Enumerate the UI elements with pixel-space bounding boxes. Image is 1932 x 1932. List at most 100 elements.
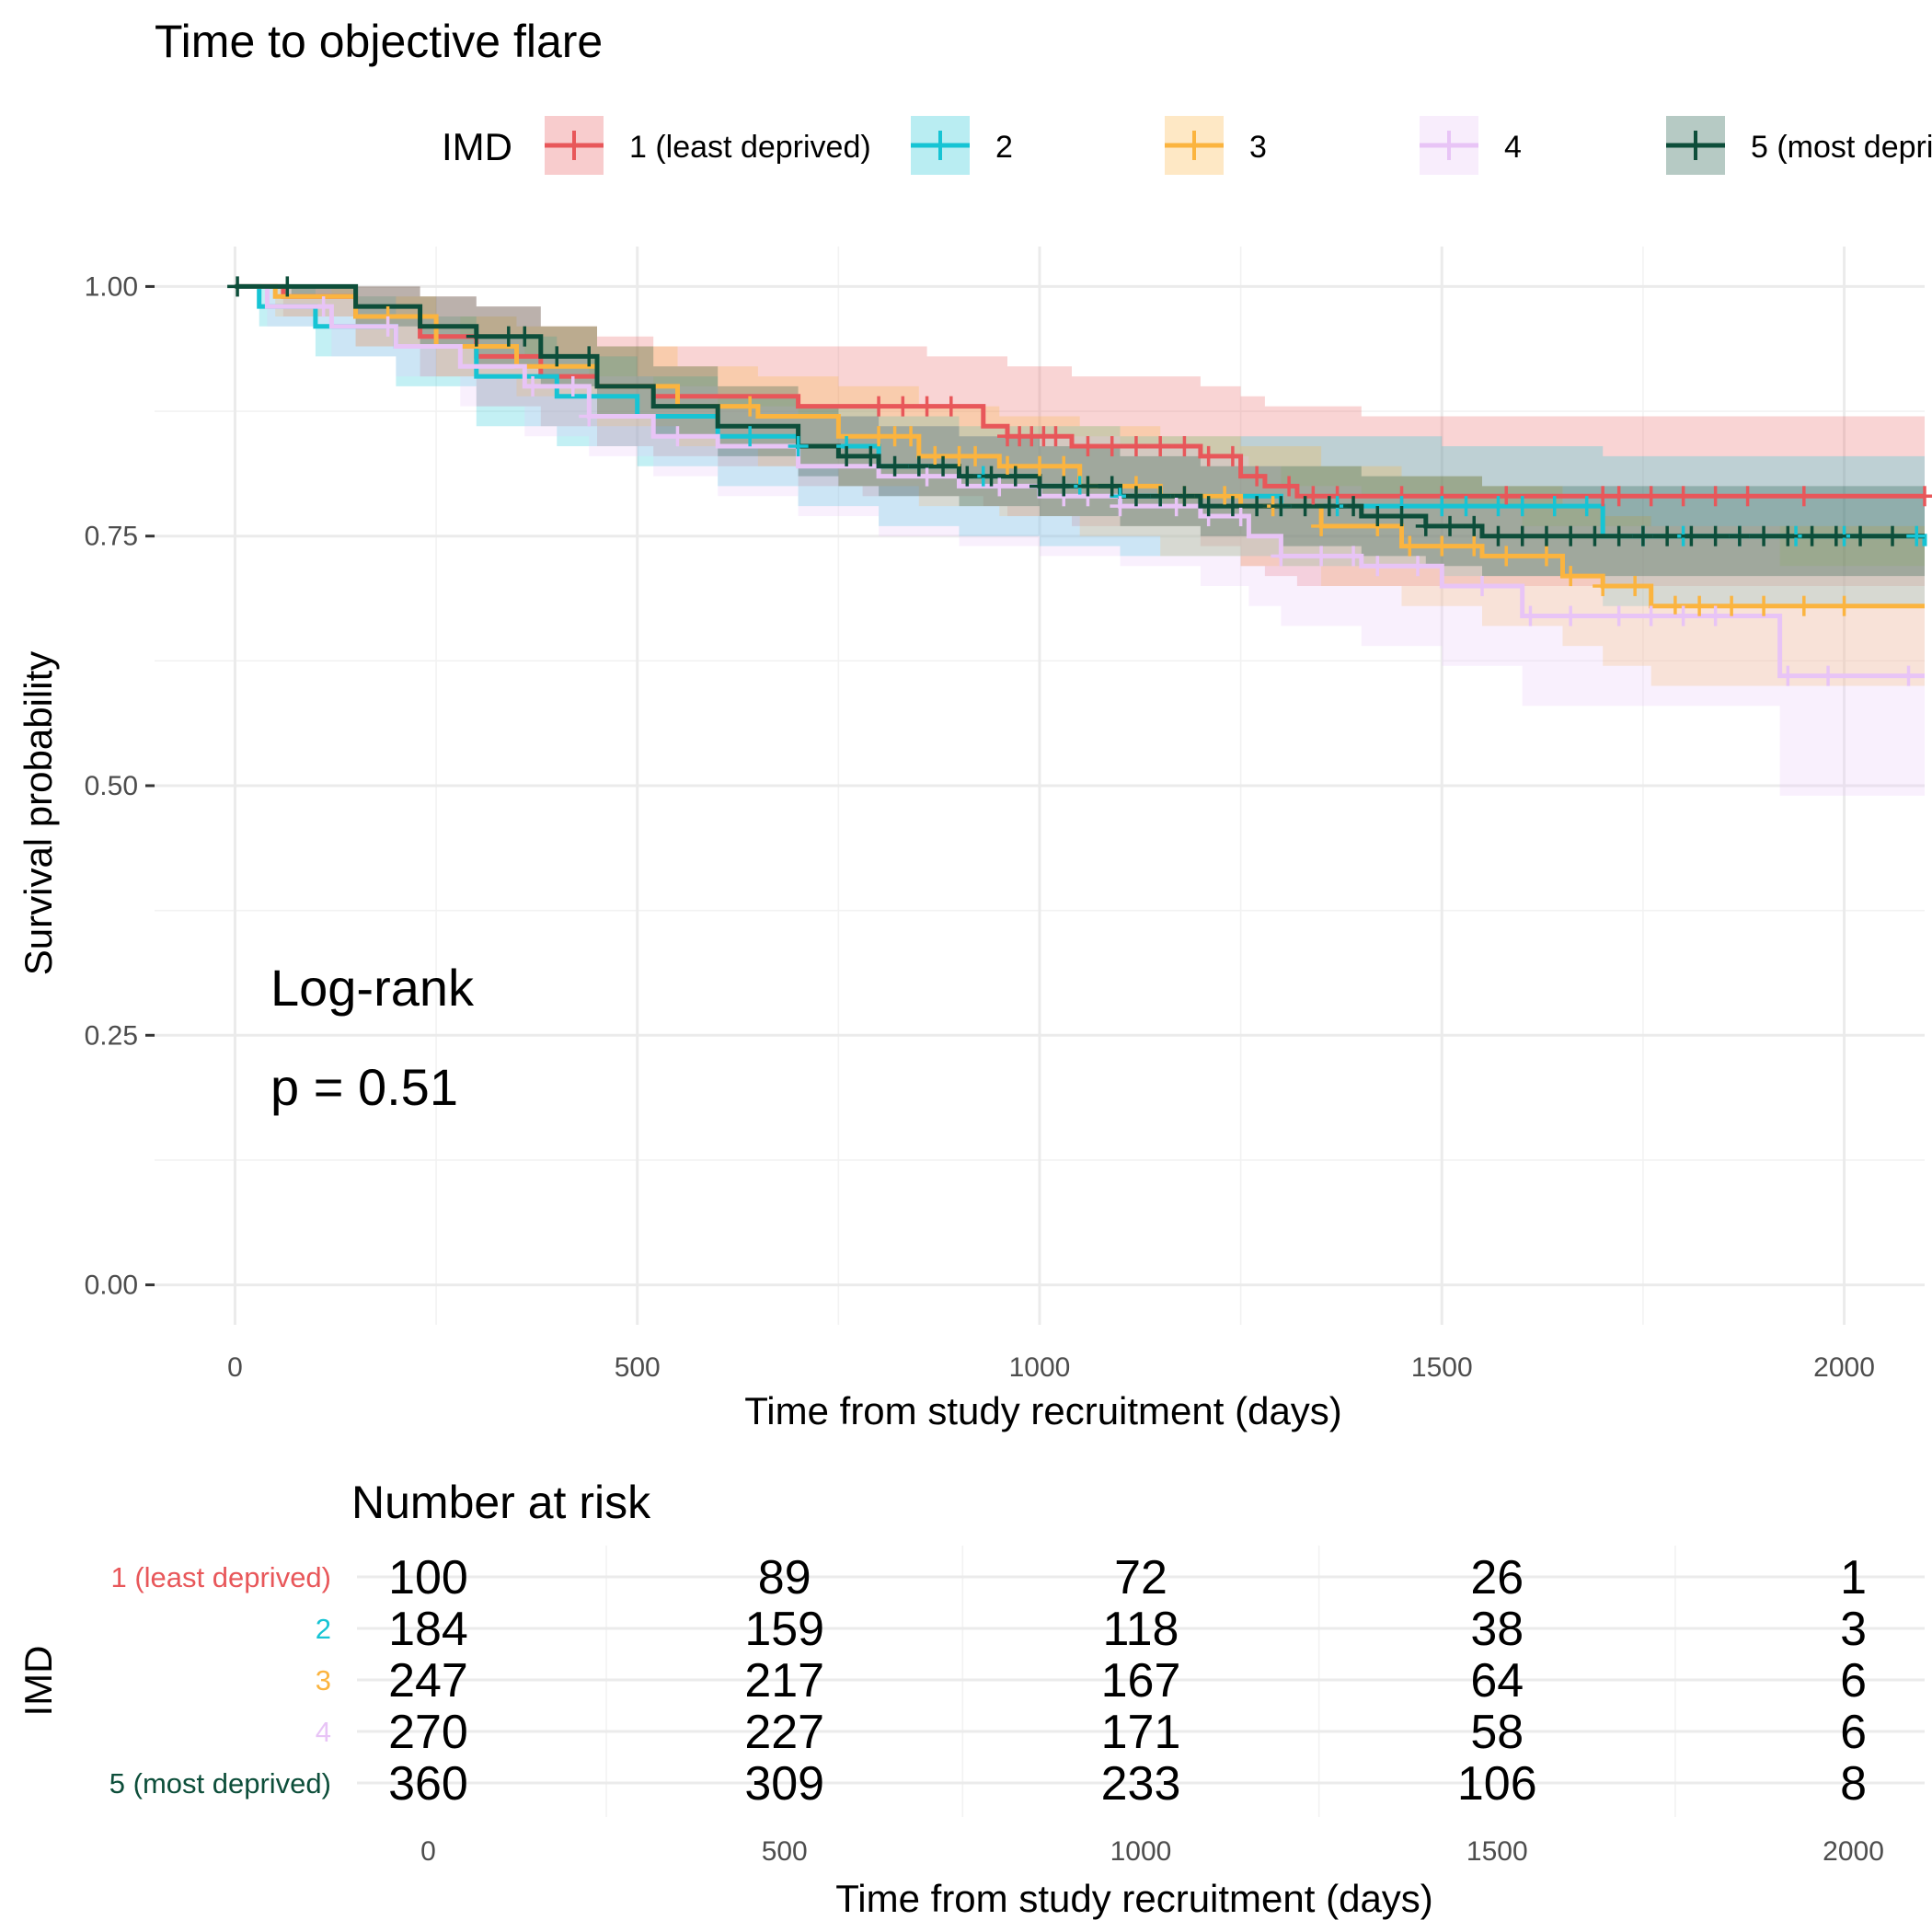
censor-mark [1150,436,1171,457]
censor-mark [740,396,761,417]
risk-row-label: 3 [316,1664,331,1696]
risk-x-tick-label: 1000 [1110,1836,1172,1867]
legend-title: IMD [442,125,512,168]
censor-mark [1898,665,1919,686]
legend-item: 2 [911,116,1013,175]
risk-cell: 360 [388,1757,468,1811]
risk-row: 4 270 227 171 58 6 [316,1706,1867,1759]
risk-cell: 184 [388,1603,468,1656]
censor-mark [466,326,487,347]
censor-mark [1673,486,1694,507]
censor-mark [1399,535,1420,557]
censor-mark [940,396,961,417]
censor-mark [1150,486,1171,507]
risk-cell: 270 [388,1706,468,1759]
censor-mark [1367,506,1388,526]
legend: IMD 1 (least deprived) 2 3 4 5 (most deprive… [442,116,1932,175]
censor-mark [313,296,334,317]
risk-cell: 26 [1470,1551,1524,1604]
confidence-band [235,286,1925,586]
legend-item: 3 [1165,116,1267,175]
risk-row: 3 247 217 167 64 6 [316,1654,1867,1708]
censor-mark [667,426,688,447]
censor-mark [1777,665,1799,686]
risk-cell: 58 [1470,1706,1524,1759]
censor-mark [1705,525,1726,546]
x-tick-label: 1000 [1009,1352,1071,1383]
censor-mark [1053,476,1075,497]
censor-mark [1318,496,1340,517]
censor-mark [1801,525,1823,546]
censor-mark [1440,515,1461,536]
censor-mark [1391,506,1412,526]
legend-label: 2 [995,130,1013,165]
confidence-band [235,286,1925,586]
risk-cell: 1 [1840,1551,1867,1604]
risk-cell: 89 [758,1551,811,1604]
censor-mark [1174,436,1195,457]
censor-mark [1818,665,1839,686]
risk-table-x-axis: 0 500 1000 1500 2000 [420,1836,1884,1867]
censor-mark [1535,525,1557,546]
censor-mark [860,445,881,466]
censor-mark [1632,525,1653,546]
censor-mark [1560,566,1581,587]
risk-cell: 309 [744,1757,824,1811]
risk-cell: 227 [744,1706,824,1759]
censor-mark [1077,436,1098,457]
censor-mark [1432,535,1453,557]
censor-mark [892,396,914,417]
risk-table-y-title: IMD [17,1646,60,1717]
censor-mark [1343,496,1364,517]
x-tick-label: 500 [615,1352,661,1383]
censor-mark [1053,455,1075,477]
risk-cell: 64 [1470,1654,1524,1708]
risk-cell: 8 [1840,1757,1867,1811]
risk-row-label: 5 (most deprived) [109,1767,331,1800]
y-tick-label: 0.25 [85,1020,138,1051]
censor-mark [1496,546,1517,567]
legend-label: 1 (least deprived) [629,130,871,165]
risk-cell: 167 [1101,1654,1181,1708]
censor-mark [1754,595,1775,616]
censor-mark [227,276,248,297]
risk-row: 5 (most deprived) 360 309 233 106 8 [109,1757,1867,1811]
risk-cell: 72 [1114,1551,1167,1604]
risk-cell: 118 [1103,1603,1179,1656]
x-axis-title: Time from study recruitment (days) [744,1389,1342,1432]
confidence-band [235,286,1925,616]
risk-cell: 6 [1840,1706,1867,1759]
censor-mark [981,466,1002,487]
censor-mark [836,445,857,466]
censor-mark [579,406,600,427]
censor-mark [1311,515,1332,536]
censor-mark [868,396,890,417]
censor-mark [1657,525,1678,546]
censor-mark [1198,445,1219,466]
y-axis: 0.00 0.25 0.50 0.75 1.00 [85,271,155,1301]
censor-mark [1640,605,1662,627]
censor-mark [1198,496,1219,517]
censor-mark [1560,525,1581,546]
censor-mark [1101,476,1122,497]
risk-table-title: Number at risk [351,1477,651,1528]
y-tick-label: 1.00 [85,271,138,302]
censor-mark [1793,486,1814,507]
risk-x-tick-label: 0 [420,1836,436,1867]
censor-mark [1705,486,1726,507]
censor-mark [1512,525,1533,546]
censor-mark [965,445,986,466]
censor-mark [933,455,954,477]
risk-cell: 233 [1101,1757,1181,1811]
censor-mark [901,426,922,447]
risk-cell: 6 [1840,1654,1867,1708]
censor-mark [1045,426,1066,447]
censor-mark [1367,556,1388,577]
censor-mark [1882,525,1903,546]
risk-row-label: 2 [316,1613,331,1645]
censor-mark [1125,436,1146,457]
censor-mark [916,396,937,417]
censor-mark [514,326,535,347]
censor-mark [1754,525,1775,546]
